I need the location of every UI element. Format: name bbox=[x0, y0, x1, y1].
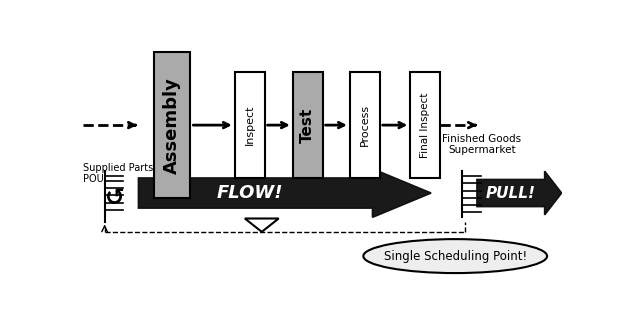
Text: Assembly: Assembly bbox=[163, 77, 182, 174]
FancyBboxPatch shape bbox=[410, 72, 440, 179]
FancyBboxPatch shape bbox=[293, 72, 323, 179]
Text: Single Scheduling Point!: Single Scheduling Point! bbox=[384, 249, 527, 263]
Polygon shape bbox=[477, 171, 562, 215]
Text: ↺: ↺ bbox=[105, 186, 125, 210]
Text: Finished Goods
Supermarket: Finished Goods Supermarket bbox=[442, 134, 522, 155]
Ellipse shape bbox=[363, 239, 547, 273]
Text: Final Inspect: Final Inspect bbox=[420, 92, 430, 158]
FancyBboxPatch shape bbox=[154, 52, 190, 198]
Text: Supplied Parts
POU: Supplied Parts POU bbox=[83, 163, 153, 184]
Text: Inspect: Inspect bbox=[245, 105, 255, 145]
Polygon shape bbox=[245, 219, 279, 232]
Text: Test: Test bbox=[300, 107, 315, 143]
Text: Process: Process bbox=[360, 104, 370, 146]
Polygon shape bbox=[139, 169, 431, 217]
FancyBboxPatch shape bbox=[350, 72, 380, 179]
Text: FLOW!: FLOW! bbox=[217, 184, 283, 202]
Text: PULL!: PULL! bbox=[486, 186, 536, 201]
FancyBboxPatch shape bbox=[235, 72, 265, 179]
